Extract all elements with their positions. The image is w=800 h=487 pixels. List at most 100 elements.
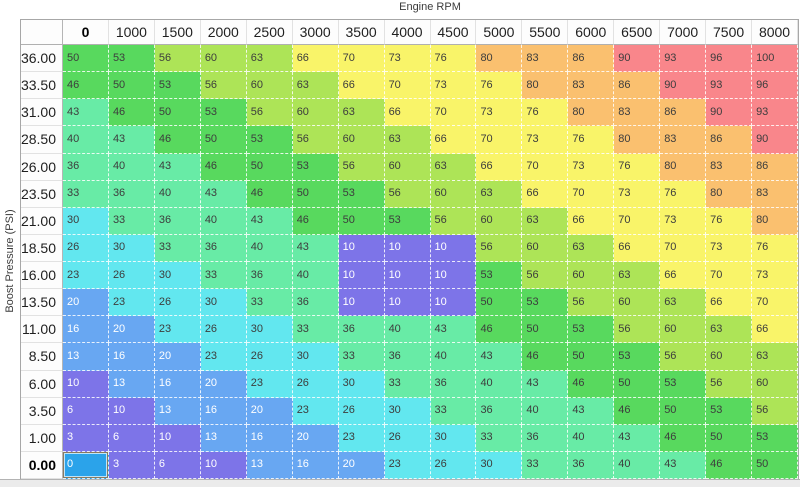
table-cell[interactable]: 76 (706, 207, 753, 235)
table-cell[interactable]: 6 (154, 451, 201, 479)
table-cell[interactable]: 26 (338, 397, 385, 425)
table-cell[interactable]: 86 (660, 99, 707, 127)
table-cell[interactable]: 83 (522, 45, 569, 73)
table-cell[interactable]: 43 (246, 207, 293, 235)
table-cell[interactable]: 3 (63, 424, 109, 452)
table-cell[interactable]: 30 (63, 207, 109, 235)
table-cell[interactable]: 56 (292, 126, 339, 154)
table-cell[interactable]: 56 (476, 234, 523, 262)
table-cell[interactable]: 40 (614, 451, 661, 479)
table-cell[interactable]: 66 (568, 207, 615, 235)
table-cell[interactable]: 70 (752, 289, 798, 317)
row-header-psi-11.00[interactable]: 11.00 (21, 316, 63, 344)
column-header-rpm-7000[interactable]: 7000 (660, 20, 707, 45)
table-cell[interactable]: 13 (154, 397, 201, 425)
column-header-rpm-6500[interactable]: 6500 (614, 20, 661, 45)
row-header-psi-28.50[interactable]: 28.50 (21, 126, 63, 154)
table-cell[interactable]: 86 (614, 72, 661, 100)
table-cell[interactable]: 40 (476, 370, 523, 398)
selected-table-cell[interactable]: 0 (63, 451, 109, 479)
table-cell[interactable]: 33 (246, 289, 293, 317)
table-cell[interactable]: 33 (154, 234, 201, 262)
table-cell[interactable]: 16 (108, 343, 155, 371)
table-cell[interactable]: 56 (568, 289, 615, 317)
table-cell[interactable]: 56 (430, 207, 477, 235)
table-cell[interactable]: 43 (660, 451, 707, 479)
table-cell[interactable]: 50 (660, 397, 707, 425)
table-cell[interactable]: 73 (706, 234, 753, 262)
table-cell[interactable]: 20 (154, 343, 201, 371)
table-cell[interactable]: 20 (338, 451, 385, 479)
table-cell[interactable]: 76 (522, 99, 569, 127)
table-cell[interactable]: 33 (200, 262, 247, 290)
table-cell[interactable]: 10 (338, 262, 385, 290)
table-cell[interactable]: 10 (430, 262, 477, 290)
table-cell[interactable]: 13 (63, 343, 109, 371)
table-cell[interactable]: 73 (476, 99, 523, 127)
table-cell[interactable]: 63 (706, 316, 753, 344)
table-cell[interactable]: 53 (476, 262, 523, 290)
row-header-psi-8.50[interactable]: 8.50 (21, 343, 63, 371)
table-cell[interactable]: 33 (430, 397, 477, 425)
table-cell[interactable]: 56 (614, 316, 661, 344)
table-cell[interactable]: 56 (752, 397, 798, 425)
table-cell[interactable]: 53 (384, 207, 431, 235)
table-cell[interactable]: 80 (752, 207, 798, 235)
table-cell[interactable]: 80 (568, 99, 615, 127)
table-cell[interactable]: 83 (752, 180, 798, 208)
table-cell[interactable]: 50 (476, 289, 523, 317)
table-cell[interactable]: 20 (200, 370, 247, 398)
table-cell[interactable]: 30 (154, 262, 201, 290)
column-header-rpm-6000[interactable]: 6000 (568, 20, 615, 45)
row-header-psi-23.50[interactable]: 23.50 (21, 180, 63, 208)
table-cell[interactable]: 60 (338, 126, 385, 154)
row-header-psi-16.00[interactable]: 16.00 (21, 262, 63, 290)
row-header-psi-31.00[interactable]: 31.00 (21, 99, 63, 127)
table-cell[interactable]: 80 (614, 126, 661, 154)
table-cell[interactable]: 53 (660, 370, 707, 398)
table-cell[interactable]: 60 (752, 370, 798, 398)
table-cell[interactable]: 90 (660, 72, 707, 100)
table-cell[interactable]: 30 (430, 424, 477, 452)
table-cell[interactable]: 50 (200, 126, 247, 154)
table-cell[interactable]: 63 (476, 180, 523, 208)
table-cell[interactable]: 43 (108, 126, 155, 154)
table-cell[interactable]: 66 (384, 99, 431, 127)
table-cell[interactable]: 76 (568, 126, 615, 154)
row-header-psi-26.00[interactable]: 26.00 (21, 153, 63, 181)
table-cell[interactable]: 10 (384, 234, 431, 262)
table-cell[interactable]: 73 (384, 45, 431, 73)
table-cell[interactable]: 3 (108, 451, 155, 479)
table-cell[interactable]: 60 (706, 343, 753, 371)
table-cell[interactable]: 40 (384, 316, 431, 344)
table-cell[interactable]: 53 (292, 153, 339, 181)
table-cell[interactable]: 80 (522, 72, 569, 100)
table-cell[interactable]: 53 (752, 424, 798, 452)
table-cell[interactable]: 93 (706, 72, 753, 100)
table-cell[interactable]: 63 (292, 72, 339, 100)
table-cell[interactable]: 50 (752, 451, 798, 479)
table-cell[interactable]: 56 (522, 262, 569, 290)
table-cell[interactable]: 53 (246, 126, 293, 154)
table-cell[interactable]: 23 (108, 289, 155, 317)
table-cell[interactable]: 70 (338, 45, 385, 73)
table-cell[interactable]: 70 (614, 207, 661, 235)
row-header-psi-33.50[interactable]: 33.50 (21, 72, 63, 100)
table-cell[interactable]: 46 (476, 316, 523, 344)
table-cell[interactable]: 76 (660, 180, 707, 208)
table-cell[interactable]: 53 (706, 397, 753, 425)
column-header-rpm-2000[interactable]: 2000 (200, 20, 247, 45)
table-cell[interactable]: 46 (706, 451, 753, 479)
table-cell[interactable]: 26 (430, 451, 477, 479)
table-cell[interactable]: 43 (476, 343, 523, 371)
table-cell[interactable]: 56 (706, 370, 753, 398)
table-cell[interactable]: 23 (338, 424, 385, 452)
table-cell[interactable]: 53 (108, 45, 155, 73)
table-cell[interactable]: 6 (108, 424, 155, 452)
table-cell[interactable]: 23 (63, 262, 109, 290)
table-cell[interactable]: 10 (338, 234, 385, 262)
table-cell[interactable]: 26 (63, 234, 109, 262)
table-cell[interactable]: 60 (384, 153, 431, 181)
table-cell[interactable]: 40 (200, 207, 247, 235)
table-cell[interactable]: 43 (63, 99, 109, 127)
